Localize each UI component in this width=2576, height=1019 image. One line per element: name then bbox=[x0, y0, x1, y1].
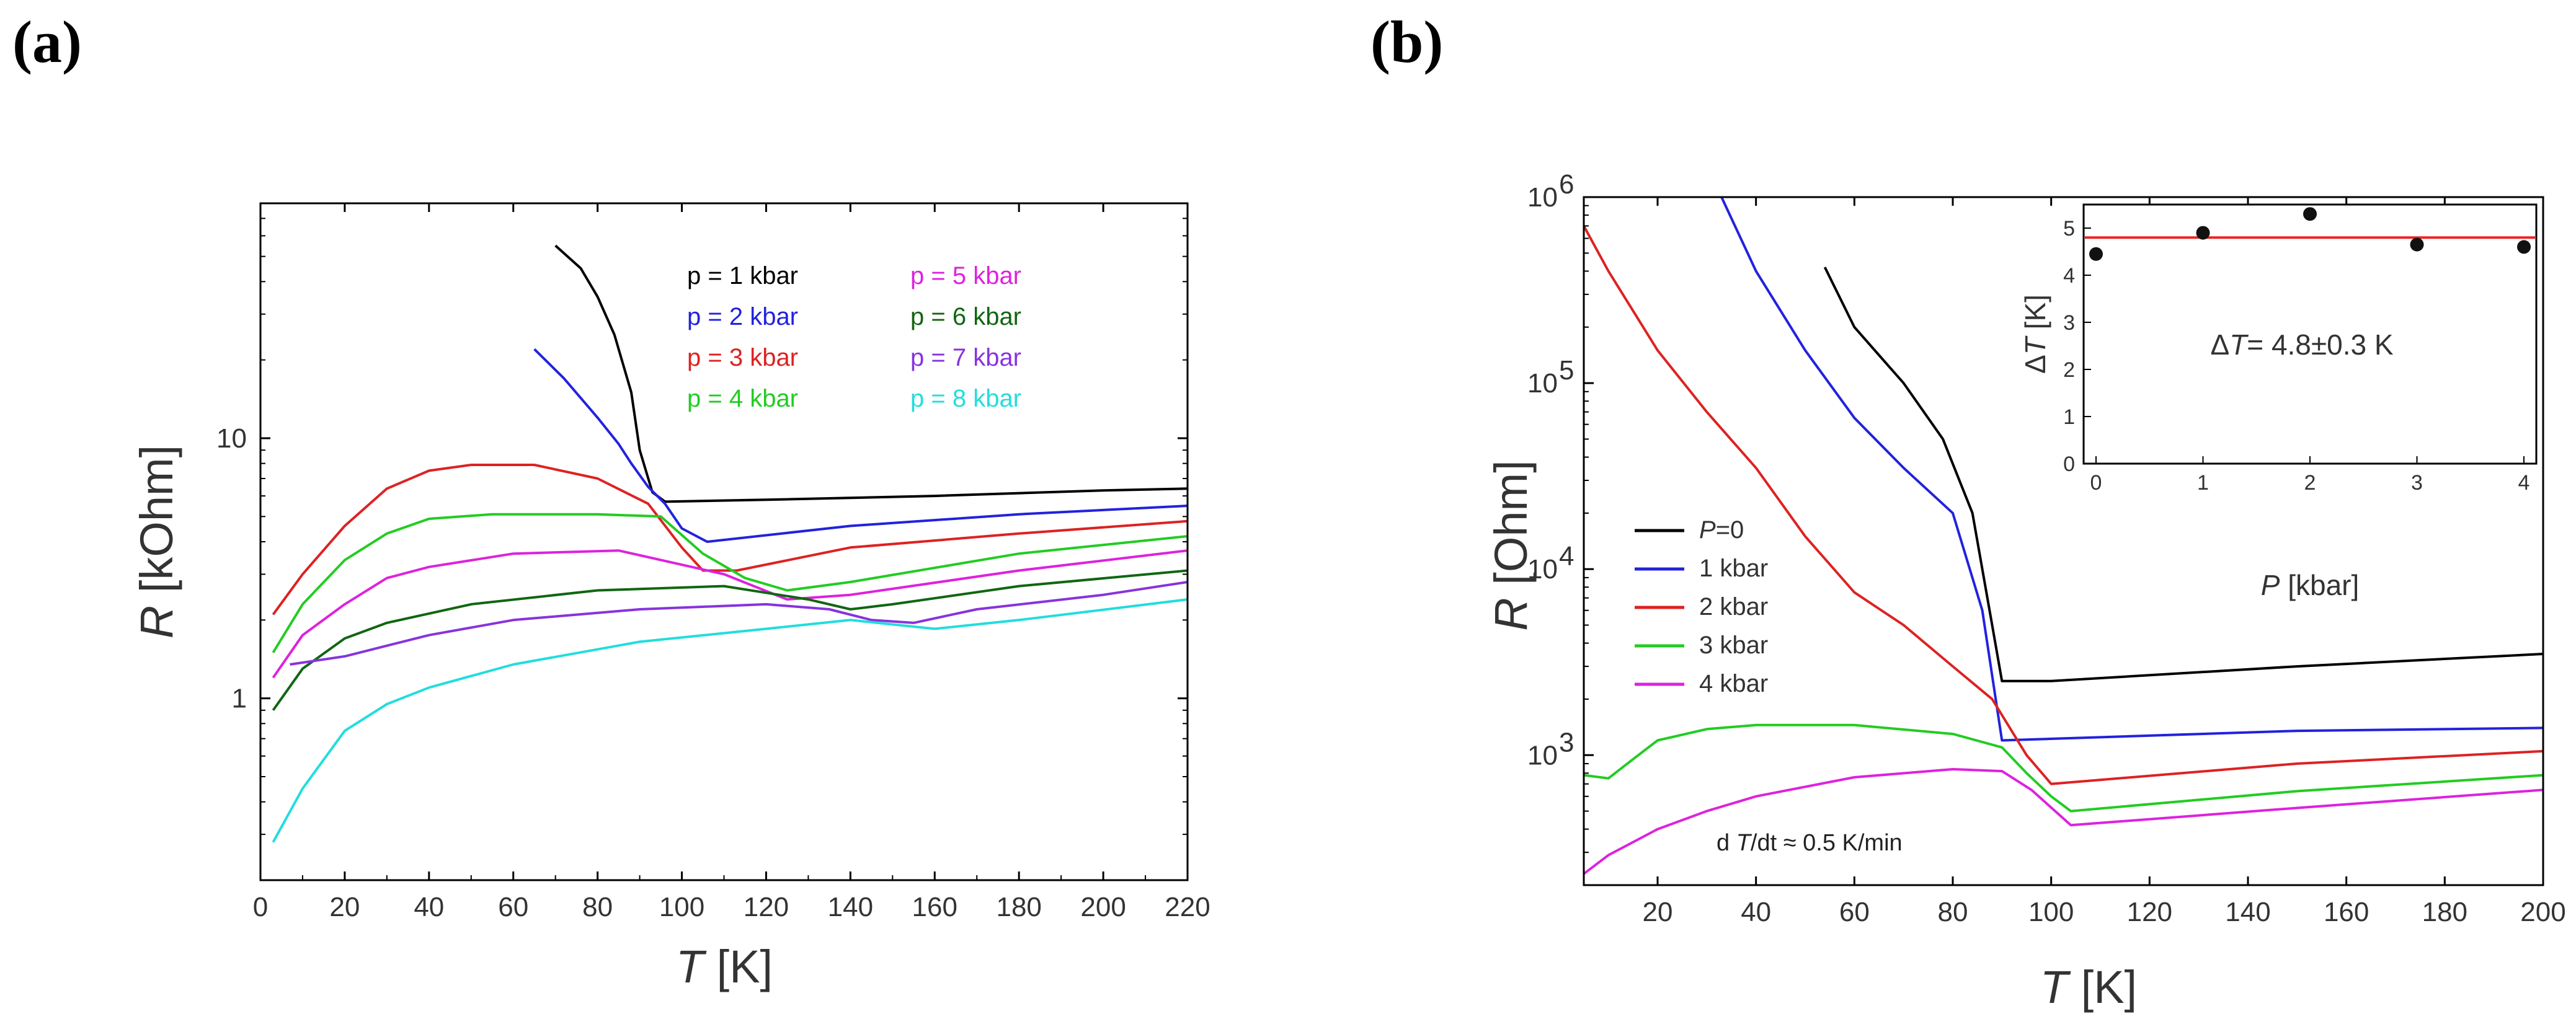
inset-data-point bbox=[2517, 240, 2531, 254]
series-line-p-0 bbox=[1823, 267, 2544, 682]
inset-data-point bbox=[2089, 247, 2103, 261]
legend-entry-p-3-kbar: p = 3 kbar bbox=[687, 344, 798, 371]
legend-entry-2-kbar: 2 kbar bbox=[1699, 593, 1768, 620]
chart-b-x-axis-label: T [K] bbox=[2040, 961, 2137, 1013]
series-line-p-5-kbar bbox=[272, 549, 1188, 679]
x-tick-label: 160 bbox=[2324, 897, 2369, 927]
inset-annotation: ΔT= 4.8±0.3 K bbox=[2210, 329, 2393, 361]
legend-entry-p-6-kbar: p = 6 kbar bbox=[910, 303, 1021, 330]
series-line-p-7-kbar bbox=[290, 581, 1188, 666]
y-tick-label: 10 bbox=[216, 423, 247, 454]
x-tick-label: 80 bbox=[582, 892, 613, 922]
x-tick-label: 140 bbox=[2225, 897, 2270, 927]
y-tick-label: 10 bbox=[1527, 368, 1558, 399]
x-tick-label: 20 bbox=[1643, 897, 1673, 927]
inset-data-point bbox=[2303, 207, 2317, 221]
chart-b-y-axis-label: R [Ohm] bbox=[1485, 460, 1537, 631]
y-tick-exponent: 5 bbox=[1559, 355, 1574, 386]
x-tick-label: 220 bbox=[1165, 892, 1210, 922]
inset-x-tick-label: 2 bbox=[2304, 471, 2316, 495]
chart-a-x-axis-label: T [K] bbox=[676, 941, 773, 992]
x-tick-label: 0 bbox=[253, 892, 268, 922]
inset-x-tick-label: 4 bbox=[2518, 471, 2530, 495]
inset-x-tick-label: 3 bbox=[2411, 471, 2423, 495]
x-tick-label: 180 bbox=[2422, 897, 2467, 927]
legend-entry-1-kbar: 1 kbar bbox=[1699, 555, 1768, 582]
y-tick-exponent: 3 bbox=[1559, 727, 1574, 757]
series-line-p-2-kbar bbox=[533, 348, 1188, 543]
x-tick-label: 100 bbox=[2028, 897, 2074, 927]
x-tick-label: 180 bbox=[996, 892, 1041, 922]
inset-y-tick-label: 1 bbox=[2063, 405, 2075, 429]
y-tick-label: 10 bbox=[1527, 740, 1558, 770]
x-tick-label: 160 bbox=[912, 892, 957, 922]
inset-y-tick-label: 0 bbox=[2063, 452, 2075, 476]
series-line-p-6-kbar bbox=[272, 569, 1188, 712]
series-line-p-4-kbar bbox=[272, 513, 1188, 653]
legend-entry-p-0: P=0 bbox=[1699, 516, 1744, 544]
x-tick-label: 20 bbox=[329, 892, 360, 922]
series-line-p-3-kbar bbox=[272, 464, 1188, 615]
x-tick-label: 120 bbox=[744, 892, 789, 922]
x-tick-label: 140 bbox=[828, 892, 873, 922]
y-tick-label: 1 bbox=[232, 684, 247, 714]
legend-entry-p-7-kbar: p = 7 kbar bbox=[910, 344, 1021, 371]
legend-entry-p-2-kbar: p = 2 kbar bbox=[687, 303, 798, 330]
inset-y-tick-label: 2 bbox=[2063, 358, 2075, 382]
panel-label-a: (a) bbox=[12, 9, 82, 75]
x-tick-label: 200 bbox=[2520, 897, 2565, 927]
panel-label-b: (b) bbox=[1370, 9, 1443, 75]
x-tick-label: 80 bbox=[1938, 897, 1968, 927]
chart-a-y-axis-label: R [kOhm] bbox=[131, 445, 182, 639]
y-tick-exponent: 6 bbox=[1559, 169, 1574, 200]
series-line-3-kbar bbox=[1583, 723, 2544, 813]
legend-entry-p-4-kbar: p = 4 kbar bbox=[687, 385, 798, 412]
inset-x-tick-label: 0 bbox=[2090, 471, 2102, 495]
inset-data-point bbox=[2410, 237, 2424, 252]
chart-a: 0 20 40 60 80 100 120 140 160 180 200 220 1 10 p = 1 … bbox=[131, 202, 1210, 992]
legend-entry-p-1-kbar: p = 1 kbar bbox=[687, 262, 798, 289]
inset-y-tick-label: 5 bbox=[2063, 217, 2075, 240]
inset-x-tick-label: 1 bbox=[2197, 471, 2209, 495]
x-tick-label: 60 bbox=[498, 892, 528, 922]
legend-entry-3-kbar: 3 kbar bbox=[1699, 632, 1768, 659]
chart-b-inset: 0 1 2 3 4 0 1 2 3 4 5 P [kbar] ΔT [K] ΔT= 4.8±0.3 … bbox=[2019, 203, 2538, 601]
x-tick-label: 200 bbox=[1080, 892, 1126, 922]
inset-y-tick-label: 4 bbox=[2063, 264, 2075, 288]
inset-frame bbox=[2082, 203, 2538, 465]
series-line-4-kbar bbox=[1583, 768, 2544, 875]
series-line-1-kbar bbox=[1720, 196, 2544, 742]
legend-entry-p-8-kbar: p = 8 kbar bbox=[910, 385, 1021, 412]
inset-x-axis-label: P [kbar] bbox=[2261, 569, 2360, 601]
x-tick-label: 40 bbox=[1741, 897, 1771, 927]
inset-data-point bbox=[2196, 226, 2210, 240]
y-tick-label: 10 bbox=[1527, 554, 1558, 584]
x-tick-label: 120 bbox=[2127, 897, 2172, 927]
legend-entry-4-kbar: 4 kbar bbox=[1699, 670, 1768, 697]
x-tick-label: 60 bbox=[1839, 897, 1870, 927]
series-line-p-8-kbar bbox=[272, 598, 1188, 843]
legend-entry-p-5-kbar: p = 5 kbar bbox=[910, 262, 1021, 289]
x-tick-label: 100 bbox=[659, 892, 704, 922]
series-line-p-1-kbar bbox=[554, 244, 1188, 503]
series-line-2-kbar bbox=[1583, 225, 2544, 785]
y-tick-label: 10 bbox=[1527, 182, 1558, 213]
chart-b-rate-annotation: d T/dt ≈ 0.5 K/min bbox=[1717, 830, 1903, 856]
x-tick-label: 40 bbox=[414, 892, 444, 922]
chart-b-frame bbox=[1583, 196, 2544, 886]
inset-y-axis-label: ΔT [K] bbox=[2019, 294, 2051, 374]
inset-y-tick-label: 3 bbox=[2063, 311, 2075, 335]
y-tick-exponent: 4 bbox=[1559, 541, 1574, 571]
